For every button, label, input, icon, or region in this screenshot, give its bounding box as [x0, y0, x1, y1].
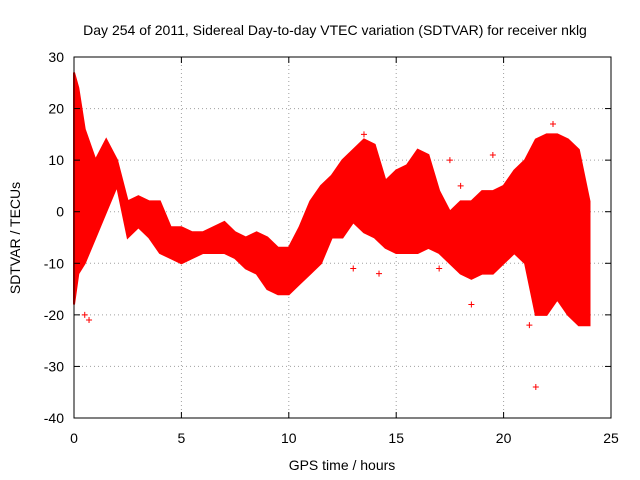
plot-area	[73, 72, 591, 391]
y-tick-label: -20	[44, 307, 64, 323]
series-band	[73, 72, 591, 327]
y-tick-label: -40	[44, 410, 64, 426]
x-axis: 0 5 10 15 20 25	[70, 57, 619, 446]
chart-title: Day 254 of 2011, Sidereal Day-to-day VTE…	[83, 22, 587, 38]
data-point	[468, 301, 475, 308]
x-tick-label: 25	[603, 430, 619, 446]
y-tick-label: 30	[48, 49, 64, 65]
data-point	[457, 182, 464, 189]
y-axis-title: SDTVAR / TECUs	[7, 182, 23, 294]
data-point	[532, 384, 539, 391]
x-tick-label: 20	[496, 430, 512, 446]
data-point	[577, 167, 584, 174]
data-point	[436, 265, 443, 272]
y-tick-label: -10	[44, 255, 64, 271]
data-point	[133, 224, 140, 231]
data-point	[86, 317, 93, 324]
series-markers	[81, 121, 584, 391]
y-tick-label: -30	[44, 358, 64, 374]
plot-frame	[73, 56, 612, 419]
y-tick-label: 10	[48, 152, 64, 168]
data-point	[550, 121, 557, 128]
x-tick-label: 15	[388, 430, 404, 446]
data-point	[350, 265, 357, 272]
data-point	[489, 151, 496, 158]
series-band-area	[73, 72, 591, 327]
y-axis: -40 -30 -20 -10 0 10 20 30	[44, 49, 611, 426]
x-axis-title: GPS time / hours	[289, 457, 396, 473]
x-tick-label: 0	[70, 430, 78, 446]
y-tick-label: 20	[48, 101, 64, 117]
x-tick-label: 5	[178, 430, 186, 446]
data-point	[446, 157, 453, 164]
y-tick-label: 0	[56, 204, 64, 220]
data-point	[526, 322, 533, 329]
x-tick-label: 10	[281, 430, 297, 446]
data-point	[360, 131, 367, 138]
data-point	[560, 291, 567, 298]
data-point	[376, 270, 383, 277]
data-point	[81, 311, 88, 318]
